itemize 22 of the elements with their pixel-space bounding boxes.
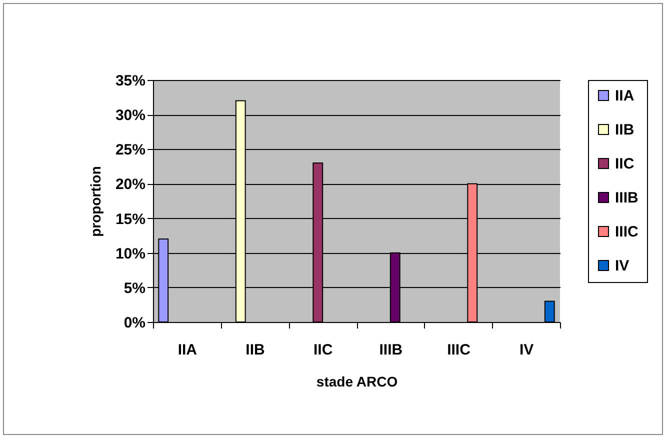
y-tick-label: 25%: [115, 142, 146, 159]
y-tick-label: 0%: [124, 314, 146, 332]
y-tick-label: 10%: [115, 245, 146, 262]
x-tick-label: IIIC: [447, 342, 471, 358]
legend-label: IIB: [615, 122, 634, 138]
x-tick-label: IV: [519, 342, 534, 358]
y-tick-label: 35%: [115, 72, 146, 90]
y-tick-label: 30%: [115, 107, 146, 124]
legend-label: IIIB: [615, 190, 638, 206]
y-tick-label: 5%: [124, 280, 146, 297]
y-tick-label: 20%: [115, 176, 146, 194]
legend-label: IIIC: [615, 224, 638, 240]
x-tick-label: IIB: [246, 342, 265, 358]
x-tick-label: IIIB: [379, 342, 403, 358]
legend-label: IIA: [615, 88, 634, 104]
legend-label: IV: [615, 258, 630, 274]
x-axis-title: stade ARCO: [316, 374, 398, 390]
y-tick-label: 15%: [115, 210, 146, 228]
x-tick-label: IIC: [313, 342, 333, 358]
legend-label: IIC: [615, 156, 634, 172]
y-axis-title: proportion: [87, 166, 104, 237]
x-tick-label: IIA: [178, 342, 198, 358]
